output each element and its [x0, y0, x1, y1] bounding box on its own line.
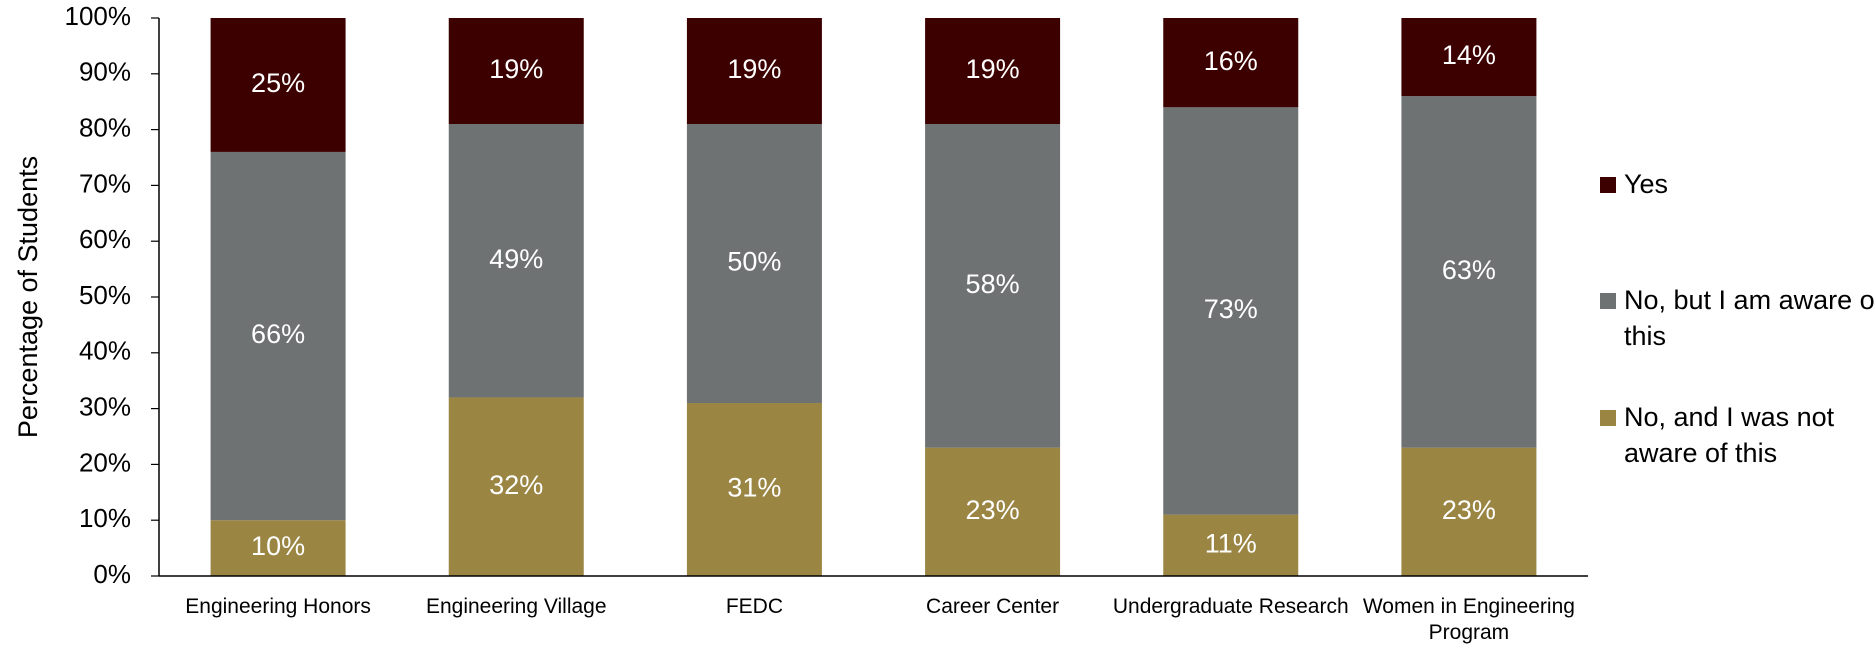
bar-segment — [686, 124, 822, 404]
data-label: 73% — [1204, 294, 1258, 324]
data-label: 66% — [251, 319, 305, 349]
legend-swatch — [1600, 293, 1616, 309]
data-label: 50% — [727, 247, 781, 277]
legend-label: Yes — [1624, 169, 1669, 199]
data-label: 14% — [1442, 40, 1496, 70]
y-tick-label: 40% — [79, 336, 131, 366]
bar-segment — [925, 447, 1061, 576]
data-label: 16% — [1204, 46, 1258, 76]
bar-segment — [1401, 18, 1537, 97]
legend-item: Yes — [1600, 166, 1875, 202]
legend-item: No, and I was not aware of this — [1600, 399, 1875, 471]
data-label: 63% — [1442, 255, 1496, 285]
bar-segment — [1163, 107, 1299, 515]
data-label: 31% — [727, 473, 781, 503]
bar-segment — [1401, 96, 1537, 448]
y-tick-label: 30% — [79, 391, 131, 421]
bar-segment — [210, 151, 346, 521]
y-axis-label: Percentage of Students — [13, 156, 43, 438]
bar-segment — [686, 18, 822, 125]
y-tick-label: 100% — [65, 1, 132, 31]
bar-segment — [686, 403, 822, 576]
y-tick-label: 70% — [79, 168, 131, 198]
data-label: 10% — [251, 531, 305, 561]
legend-swatch — [1600, 177, 1616, 193]
y-tick-label: 60% — [79, 224, 131, 254]
y-tick-label: 10% — [79, 503, 131, 533]
x-tick-label: Career Center — [926, 595, 1060, 618]
x-tick-label: Women in Engineering Program — [1362, 595, 1575, 644]
bar-segment — [448, 18, 584, 125]
bar-segment — [210, 18, 346, 152]
y-tick-label: 90% — [79, 57, 131, 87]
y-tick-label: 50% — [79, 280, 131, 310]
data-label: 32% — [489, 470, 543, 500]
data-label: 11% — [1205, 528, 1257, 558]
data-label: 19% — [489, 54, 543, 84]
x-tick-label: Engineering Honors — [185, 595, 371, 618]
bar-segment — [210, 520, 346, 576]
bar-segment — [448, 397, 584, 576]
legend-swatch — [1600, 410, 1616, 426]
bar-segment — [925, 18, 1061, 125]
data-label: 58% — [966, 269, 1020, 299]
legend-label: No, but I am aware of this — [1624, 285, 1875, 351]
x-tick-label: Undergraduate Research — [1112, 595, 1349, 618]
y-tick-label: 0% — [93, 559, 131, 589]
bar-segment — [1163, 514, 1299, 576]
data-label: 19% — [966, 54, 1020, 84]
data-label: 19% — [727, 54, 781, 84]
bar-segment — [925, 124, 1061, 448]
data-label: 49% — [489, 244, 543, 274]
data-label: 23% — [966, 495, 1020, 525]
x-tick-label: Engineering Village — [425, 595, 607, 618]
legend-item: No, but I am aware of this — [1600, 282, 1875, 354]
data-label: 25% — [251, 68, 305, 98]
x-tick-label: FEDC — [725, 595, 783, 618]
y-tick-label: 20% — [79, 447, 131, 477]
data-label: 23% — [1442, 495, 1496, 525]
legend-label: No, and I was not aware of this — [1624, 402, 1835, 468]
bar-segment — [1163, 18, 1299, 108]
bar-segment — [1401, 447, 1537, 576]
bar-segment — [448, 124, 584, 398]
y-tick-label: 80% — [79, 112, 131, 142]
